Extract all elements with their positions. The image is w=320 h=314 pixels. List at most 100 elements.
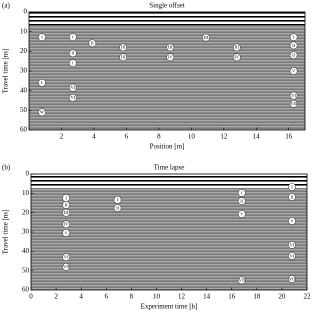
- annotation-label: L: [41, 80, 44, 85]
- annotation-marker: [166, 43, 175, 52]
- annotation-marker: [288, 193, 296, 201]
- x-tick-label: 4: [79, 293, 83, 301]
- annotation-marker: [38, 79, 46, 87]
- annotation-marker: [69, 59, 77, 67]
- annotation-marker: [88, 39, 97, 48]
- annotation-marker: [233, 43, 241, 52]
- annotation-label: I: [117, 197, 119, 202]
- annotation-label: VII: [63, 264, 70, 269]
- annotation-marker: [113, 196, 122, 204]
- x-tick-label: 20: [278, 293, 286, 301]
- panel-title: Single offset: [149, 2, 185, 10]
- annotation-marker: [289, 100, 298, 108]
- annotation-marker: [289, 51, 298, 60]
- y-tick-label: 0: [24, 8, 28, 16]
- y-tick-label: 50: [20, 106, 28, 114]
- radargram-image: [31, 174, 307, 290]
- annotation-label: W: [40, 110, 45, 115]
- annotation-label: II: [292, 53, 295, 58]
- annotation-marker: [237, 210, 246, 218]
- annotation-label: IV: [64, 222, 69, 227]
- annotation-marker: [288, 183, 296, 191]
- y-tick-label: 30: [22, 228, 30, 236]
- x-tick-label: 6: [125, 133, 129, 141]
- annotation-label: III: [204, 35, 209, 40]
- annotation-label: I: [72, 60, 74, 65]
- annotation-marker: [38, 33, 46, 41]
- x-tick-label: 16: [285, 133, 293, 141]
- x-tick-label: 22: [304, 293, 312, 301]
- annotation-label: V: [290, 218, 294, 223]
- x-tick-label: 12: [178, 293, 186, 301]
- annotation-marker: [289, 41, 298, 50]
- x-tick-label: 14: [203, 293, 211, 301]
- annotation-label: III: [121, 55, 126, 60]
- annotation-marker: [69, 83, 77, 92]
- annotation-label: I: [72, 35, 74, 40]
- annotation-label: VI: [70, 85, 75, 90]
- annotation-marker: [288, 252, 296, 260]
- annotation-label: VI: [64, 254, 69, 259]
- x-tick-label: 2: [60, 133, 64, 141]
- y-tick-label: 60: [20, 126, 28, 134]
- x-tick-label: 10: [153, 293, 161, 301]
- y-tick-label: 20: [20, 47, 28, 55]
- x-axis-label: Position [m]: [150, 143, 185, 151]
- annotation-label: I: [293, 35, 295, 40]
- panel-label: (b): [2, 164, 11, 172]
- annotation-label: III: [235, 45, 240, 50]
- annotation-marker: [233, 53, 241, 62]
- annotation-label: IV: [168, 55, 173, 60]
- x-tick-label: 0: [29, 293, 33, 301]
- x-tick-label: 18: [253, 293, 261, 301]
- annotation-marker: [237, 189, 246, 197]
- annotation-marker: [237, 197, 246, 205]
- annotation-marker: [288, 241, 296, 249]
- annotation-label: II: [91, 41, 94, 46]
- x-axis-label: Experiment time [h]: [141, 303, 198, 311]
- direct-wave-band: [31, 174, 307, 188]
- panel-label: (a): [2, 2, 10, 10]
- y-tick-label: 20: [22, 208, 30, 216]
- x-tick-label: 4: [92, 133, 96, 141]
- annotation-label: VII: [289, 276, 296, 281]
- x-tick-label: 2: [54, 293, 58, 301]
- annotation-label: VI: [70, 95, 75, 100]
- annotation-marker: [69, 49, 77, 58]
- annotation-marker: [288, 217, 296, 225]
- x-tick-label: 12: [220, 133, 228, 141]
- annotation-label: II: [65, 202, 68, 207]
- y-tick-label: 60: [22, 286, 30, 294]
- annotation-marker: [38, 108, 46, 117]
- annotation-label: V: [292, 68, 296, 73]
- annotation-marker: [166, 53, 175, 62]
- annotation-marker: [288, 275, 296, 283]
- annotation-marker: [289, 91, 298, 100]
- y-tick-label: 10: [20, 27, 28, 35]
- annotation-label: III: [168, 45, 173, 50]
- y-tick-label: 50: [22, 266, 30, 274]
- annotation-marker: [62, 208, 70, 217]
- annotation-marker: [62, 229, 70, 237]
- annotation-marker: [69, 33, 77, 41]
- annotation-marker: [62, 201, 70, 209]
- direct-wave-band: [29, 12, 305, 27]
- annotation-marker: [119, 43, 127, 52]
- y-tick-label: 0: [26, 170, 30, 178]
- x-tick-label: 8: [130, 293, 134, 301]
- annotation-label: V: [65, 230, 69, 235]
- annotation-label: I: [65, 195, 67, 200]
- x-tick-label: 16: [228, 293, 236, 301]
- x-tick-label: 8: [157, 133, 161, 141]
- annotation-label: IV: [234, 55, 239, 60]
- y-axis-label: Travel time [ns]: [2, 49, 10, 94]
- y-axis-label: Travel time [ns]: [2, 210, 10, 255]
- annotation-label: VI: [290, 242, 295, 247]
- annotation-label: III: [64, 210, 69, 215]
- annotation-label: II: [240, 198, 243, 203]
- panel-title: Time lapse: [154, 164, 185, 172]
- annotation-label: VII: [239, 278, 246, 283]
- annotation-label: II: [71, 51, 74, 56]
